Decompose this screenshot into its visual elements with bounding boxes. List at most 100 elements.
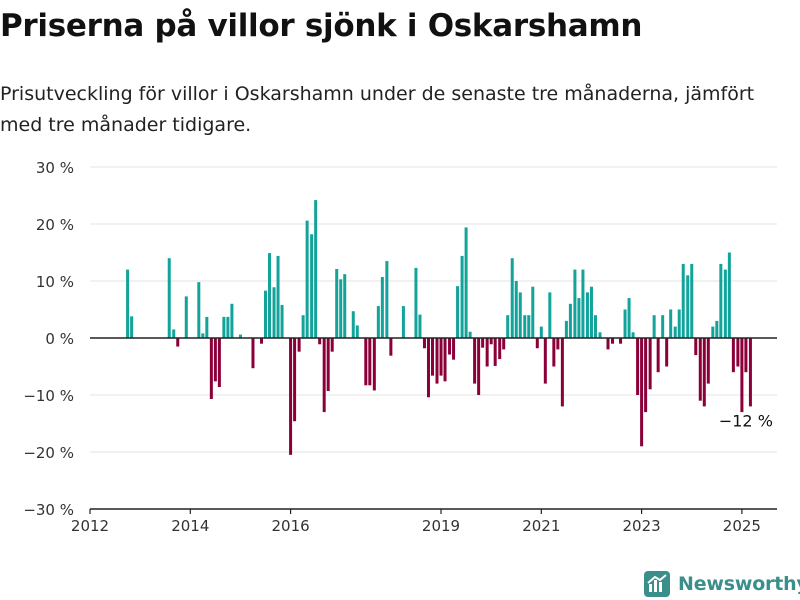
bar [598,332,602,338]
bar [523,315,527,338]
bar [698,338,702,401]
bar [556,338,560,350]
bar [539,326,543,338]
bar [489,338,493,345]
bar [448,338,452,355]
bar [673,326,677,338]
bar [593,315,597,338]
bar [372,338,376,391]
bar [493,338,497,366]
x-tick-label: 2019 [422,517,460,535]
y-tick-label: −10 % [23,387,74,405]
bar [401,306,405,338]
bar [426,338,430,398]
bar [748,338,752,407]
bar [297,338,301,352]
bar [289,338,293,455]
bar [364,338,368,386]
bar [640,338,644,447]
bar [731,338,735,373]
gridlines [90,166,777,453]
brand: Newsworthy [644,570,800,598]
bar [648,338,652,390]
x-tick-label: 2021 [522,517,560,535]
bar [581,269,585,338]
y-tick-label: 10 % [36,273,74,291]
bar [711,326,715,338]
bar [422,338,426,349]
bar [514,281,518,338]
bar [167,258,171,338]
bar [652,315,656,338]
bar [527,315,531,338]
x-tick-label: 2025 [723,517,761,535]
bar [330,338,334,352]
bar [456,286,460,338]
bar [485,338,489,367]
bar [694,338,698,356]
bar [723,269,727,338]
bar [322,338,326,413]
bar [238,334,242,338]
bar [293,338,297,422]
bar [197,282,201,338]
bar [343,274,347,338]
bar [727,252,731,338]
bar [656,338,660,373]
bar [385,261,389,338]
bar [535,338,539,349]
bar [264,290,268,338]
bar [230,303,234,338]
bar [355,325,359,338]
bar [606,338,610,350]
bar [677,309,681,338]
bar [213,338,217,382]
bar [464,227,468,338]
bar [531,286,535,338]
x-tick-label: 2012 [71,517,109,535]
bar [681,263,685,338]
bar [740,338,744,413]
bar [473,338,477,384]
bar [686,275,690,338]
bar [226,316,230,338]
annotation-label: −12 % [719,411,773,430]
bar [623,309,627,338]
bars [126,200,752,455]
bar [552,338,556,367]
chart-subtitle: Prisutveckling för villor i Oskarshamn u… [0,83,755,136]
bar [126,269,130,338]
brand-name: Newsworthy [678,573,800,595]
bar [498,338,502,360]
y-tick-label: 0 % [45,330,74,348]
y-tick-label: 20 % [36,216,74,234]
bar [272,287,276,338]
bar [318,338,322,345]
bar [644,338,648,413]
bar [518,292,522,338]
bar [611,338,615,344]
bar [435,338,439,384]
bar [460,255,464,338]
bar [719,263,723,338]
bar [715,320,719,338]
bar [314,200,318,338]
bar [736,338,740,367]
x-tick-label: 2014 [171,517,209,535]
bar [172,329,176,338]
bar [130,316,134,338]
bar [477,338,481,395]
bar [631,332,635,338]
bar [706,338,710,384]
bar [665,338,669,367]
bar [259,338,264,344]
y-tick-label: −30 % [23,501,74,519]
chart-title: Priserna på villor sjönk i Oskarshamn [0,8,643,44]
bar [351,311,355,338]
y-tick-label: −20 % [23,444,74,462]
bar [452,338,456,360]
bar [506,315,510,338]
bar-chart: −30 % −20 % −10 % 0 % 10 % 20 % 30 % 2012 2014 20… [23,159,777,535]
bar [251,338,255,369]
bar [205,316,209,338]
